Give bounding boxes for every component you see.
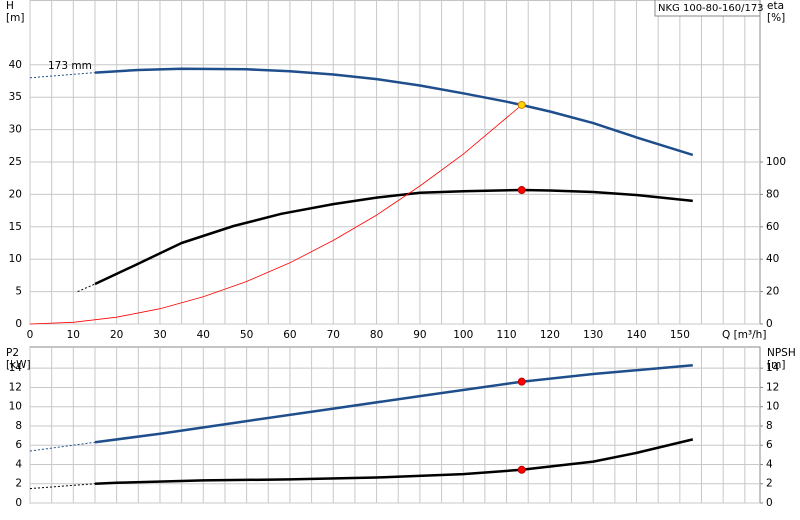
y-tick-label: 15 (9, 221, 22, 233)
y-axis-label: H (6, 0, 14, 12)
y-tick-label: 14 (9, 362, 23, 374)
y-tick-label: 10 (9, 253, 22, 265)
curve (29, 104, 522, 325)
y-tick-label: 30 (9, 124, 22, 136)
y-tick-label: 6 (15, 439, 22, 451)
y2-axis-label: [m] (767, 359, 785, 371)
y2-tick-label: 4 (766, 458, 773, 470)
operating-point (517, 186, 526, 195)
x-tick-label: 30 (153, 329, 166, 341)
y2-tick-label: 10 (766, 401, 779, 413)
y2-tick-label: 40 (766, 253, 779, 265)
y2-tick-label: 80 (766, 188, 779, 200)
plot-area (29, 346, 761, 504)
y-axis-label: [m] (6, 12, 24, 24)
curve (94, 364, 693, 444)
x-tick-label: 150 (670, 329, 690, 341)
y2-tick-label: 60 (766, 221, 779, 233)
chart-title: NKG 100-80-160/173 (658, 3, 764, 14)
x-tick-label: 50 (240, 329, 253, 341)
y2-tick-label: 20 (766, 286, 779, 298)
y2-axis-label: NPSH (767, 347, 796, 359)
x-tick-label: 100 (453, 329, 473, 341)
y-tick-label: 0 (15, 318, 22, 330)
y2-tick-label: 2 (766, 478, 773, 490)
y-tick-label: 10 (9, 401, 22, 413)
y2-tick-label: 8 (766, 420, 773, 432)
x-tick-label: 60 (283, 329, 296, 341)
curve (77, 283, 96, 293)
x-axis-label: Q [m³/h] (722, 329, 766, 341)
y-tick-label: 2 (15, 478, 22, 490)
y-tick-label: 25 (9, 156, 22, 168)
curve (29, 72, 96, 79)
y-tick-label: 12 (9, 381, 22, 393)
curve (94, 438, 694, 485)
y2-axis-label: [%] (767, 12, 785, 24)
y2-axis-label: eta (767, 0, 784, 12)
x-tick-label: 20 (110, 329, 123, 341)
curve-annotation: 173 mm (48, 60, 92, 72)
curve (29, 483, 96, 490)
x-tick-label: 110 (497, 329, 517, 341)
y-tick-label: 4 (15, 458, 22, 470)
curve (94, 67, 694, 157)
x-tick-label: 90 (413, 329, 426, 341)
x-tick-label: 80 (370, 329, 383, 341)
y-tick-label: 0 (15, 497, 22, 509)
y-tick-label: 40 (9, 59, 22, 71)
x-tick-label: 0 (27, 329, 34, 341)
y-tick-label: 8 (15, 420, 22, 432)
y2-tick-label: 14 (766, 362, 780, 374)
curve (94, 188, 693, 286)
x-tick-label: 40 (197, 329, 210, 341)
y-tick-label: 5 (15, 286, 22, 298)
y-tick-label: 35 (9, 91, 22, 103)
x-tick-label: 140 (627, 329, 647, 341)
y-axis-label: P2 (6, 347, 19, 359)
y2-tick-label: 0 (766, 318, 773, 330)
y-tick-label: 20 (9, 188, 22, 200)
x-tick-label: 10 (67, 329, 80, 341)
operating-point (517, 377, 526, 386)
y2-tick-label: 100 (766, 156, 786, 168)
y2-tick-label: 0 (766, 497, 773, 509)
x-tick-label: 130 (583, 329, 603, 341)
operating-point (517, 465, 526, 474)
y-axis-label: [kW] (6, 359, 31, 371)
y2-tick-label: 6 (766, 439, 773, 451)
y2-tick-label: 12 (766, 381, 779, 393)
operating-point (517, 100, 526, 109)
title-box (654, 0, 761, 17)
x-tick-label: 120 (540, 329, 560, 341)
curve (29, 441, 96, 452)
x-tick-label: 70 (327, 329, 340, 341)
